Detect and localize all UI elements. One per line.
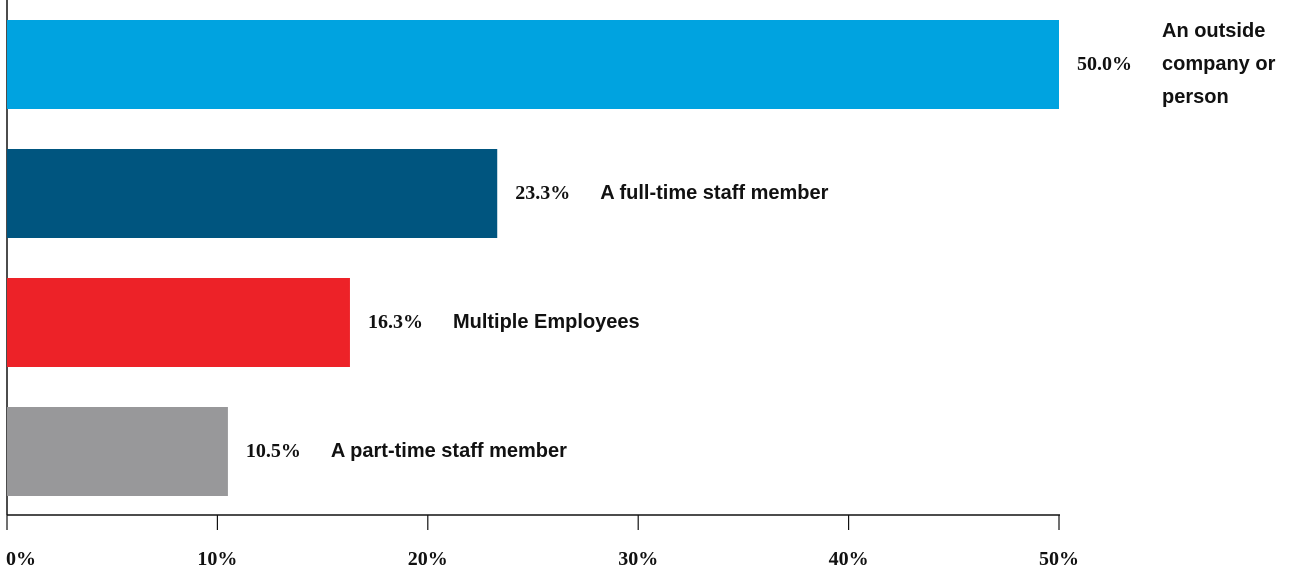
value-label: 10.5% (245, 440, 301, 462)
x-tick-label: 40% (828, 548, 869, 570)
x-tick-label: 10% (197, 548, 238, 570)
category-label: A full-time staff member (600, 182, 829, 204)
category-label: Multiple Employees (452, 311, 640, 333)
x-tick-label: 0% (6, 548, 36, 570)
bar (7, 278, 350, 367)
value-label: 50.0% (1077, 53, 1132, 75)
bar-label: 16.3% Multiple Employees (368, 278, 640, 367)
x-tick-label: 20% (407, 548, 448, 570)
category-label: An outside company or person (1162, 20, 1276, 108)
bar-label: 50.0% An outside company or person (1077, 20, 1292, 109)
value-label: 23.3% (515, 182, 571, 204)
bar (7, 407, 228, 496)
value-label: 16.3% (367, 311, 423, 333)
x-tick-label: 30% (618, 548, 659, 570)
bar (7, 20, 1059, 109)
x-tick-label: 50% (1039, 548, 1079, 570)
bar (7, 149, 498, 238)
bar-label: 10.5% A part-time staff member (246, 407, 567, 496)
bar-label: 23.3% A full-time staff member (515, 149, 828, 238)
category-label: A part-time staff member (330, 440, 567, 462)
